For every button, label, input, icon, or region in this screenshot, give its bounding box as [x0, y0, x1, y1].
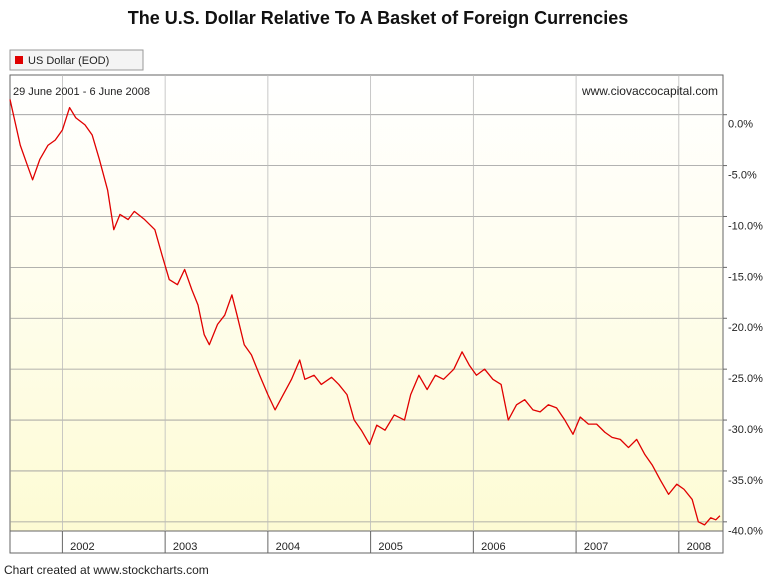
y-tick-label: 0.0% — [728, 119, 753, 131]
x-tick-label: 2006 — [481, 541, 505, 553]
y-tick-label: -20.0% — [728, 322, 763, 334]
y-tick-label: -5.0% — [728, 169, 757, 181]
legend-swatch — [15, 56, 23, 64]
date-range: 29 June 2001 - 6 June 2008 — [13, 86, 150, 98]
x-tick-label: 2004 — [276, 541, 300, 553]
x-tick-label: 2002 — [70, 541, 94, 553]
x-tick-label: 2008 — [687, 541, 711, 553]
y-tick-label: -35.0% — [728, 475, 763, 487]
data-line — [9, 99, 721, 526]
legend-label: US Dollar (EOD) — [28, 55, 109, 67]
y-tick-label: -15.0% — [728, 271, 763, 283]
y-tick-label: -40.0% — [728, 526, 763, 538]
footer: Chart created at www.stockcharts.com — [4, 563, 209, 577]
plot-area — [9, 74, 724, 532]
x-tick-label: 2007 — [584, 541, 608, 553]
x-tick-label: 2003 — [173, 541, 197, 553]
x-axis-band — [9, 530, 724, 554]
chart-title: The U.S. Dollar Relative To A Basket of … — [128, 8, 628, 28]
legend-box — [9, 49, 144, 71]
y-tick-label: -25.0% — [728, 373, 763, 385]
watermark: www.ciovaccocapital.com — [581, 84, 718, 98]
y-tick-label: -10.0% — [728, 220, 763, 232]
y-tick-label: -30.0% — [728, 424, 763, 436]
x-tick-label: 2005 — [378, 541, 402, 553]
